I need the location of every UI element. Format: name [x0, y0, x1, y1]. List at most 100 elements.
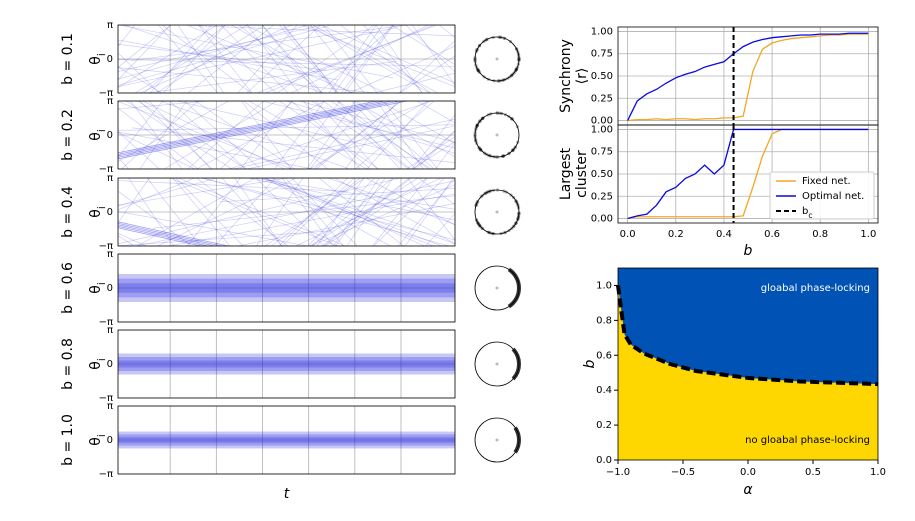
phase-dot: [515, 200, 519, 204]
y-tick-label: 0.75: [591, 49, 613, 60]
trace: [425, 212, 455, 246]
trace: [198, 25, 277, 93]
phase-dot: [492, 79, 496, 83]
phase-dot: [482, 75, 486, 79]
trace: [309, 25, 365, 93]
phase-dot: [516, 216, 520, 220]
trace: [270, 178, 426, 246]
phase-dot: [485, 37, 489, 42]
trace: [337, 101, 430, 169]
trace: [323, 178, 412, 246]
phase-dot: [485, 190, 490, 194]
trace: [307, 25, 431, 93]
y-tick-label: 0.8: [596, 315, 612, 326]
trace: [118, 59, 455, 67]
phase-circle: [474, 112, 520, 158]
y-tick-label: 0: [107, 435, 113, 446]
trace: [118, 39, 338, 81]
locked-band: [118, 357, 455, 371]
phase-dot: [514, 199, 518, 203]
phase-dot: [504, 190, 509, 194]
phase-dot: [473, 130, 477, 135]
phase-dot: [516, 203, 520, 208]
phase-dot: [486, 190, 490, 194]
phase-dot: [501, 154, 506, 158]
trace: [118, 178, 290, 206]
trace: [169, 178, 339, 246]
trace: [371, 72, 455, 93]
trace: [228, 101, 434, 169]
panel-label: b = 1.0: [60, 414, 76, 466]
trace: [281, 178, 355, 246]
y-tick-label: 0: [107, 54, 113, 65]
locked-band: [118, 278, 455, 298]
phase-dot: [475, 123, 479, 128]
trace: [372, 178, 446, 246]
phase-dot: [484, 152, 488, 156]
phase-dot: [515, 125, 519, 129]
trace: [276, 25, 375, 93]
y-tick-label: −π: [99, 241, 113, 252]
trace: [155, 25, 266, 93]
trace: [322, 101, 412, 169]
phase-dot: [478, 147, 483, 152]
trace: [264, 25, 435, 93]
phase-dot: [516, 50, 520, 54]
trace: [158, 25, 219, 93]
phase-dot: [478, 118, 483, 123]
trace: [120, 101, 199, 169]
axes-frame: [117, 329, 456, 399]
x-tick-label: −0.5: [671, 467, 695, 478]
locked-band: [118, 283, 455, 293]
trace: [123, 25, 325, 93]
y-tick-label: 1.00: [591, 124, 613, 135]
trace: [324, 178, 428, 246]
y-tick-label: 1.00: [591, 26, 613, 37]
trace: [274, 101, 325, 169]
trace: [413, 130, 455, 169]
phase-dot: [475, 47, 479, 51]
trace: [344, 101, 398, 169]
trace: [290, 101, 371, 169]
phase-dot: [473, 56, 477, 60]
phase-dot: [484, 191, 488, 195]
trace: [375, 25, 423, 93]
trace: [322, 25, 378, 93]
series-line: [627, 32, 869, 121]
y-tick-label: 0.50: [591, 169, 613, 180]
y-tick-label: 0.6: [596, 350, 612, 361]
trace: [139, 25, 293, 93]
phase-dot: [475, 124, 479, 128]
cluster-trace: [118, 101, 402, 158]
phase-dot: [510, 149, 515, 153]
phase-dot: [510, 117, 514, 121]
trace: [399, 55, 455, 93]
legend-label: Fixed net.: [802, 176, 851, 187]
phase-dot: [479, 148, 483, 152]
trace: [146, 178, 202, 246]
boundary-line: [616, 285, 879, 387]
y-tick-label: 0.25: [591, 93, 613, 104]
phase-dot: [475, 124, 479, 129]
trace: [311, 25, 439, 93]
phase-dot: [497, 35, 501, 39]
trace: [200, 178, 455, 241]
trace: [261, 25, 318, 93]
trace: [438, 25, 455, 39]
y-tick-label: π: [107, 249, 113, 260]
trace: [118, 131, 196, 169]
panel-label: b = 0.6: [60, 262, 76, 314]
trace: [315, 101, 402, 169]
raster-traces: [118, 254, 455, 322]
x-tick-label: 0.2: [668, 229, 684, 240]
phase-dot: [473, 134, 477, 138]
y-tick-label: 0: [107, 130, 113, 141]
trace: [346, 178, 394, 246]
phase-dot: [485, 37, 489, 42]
phase-dot: [476, 221, 480, 226]
trace: [244, 125, 455, 169]
y-tick-label: 0: [107, 283, 113, 294]
phase-dot: [474, 139, 478, 143]
trace: [250, 178, 455, 210]
